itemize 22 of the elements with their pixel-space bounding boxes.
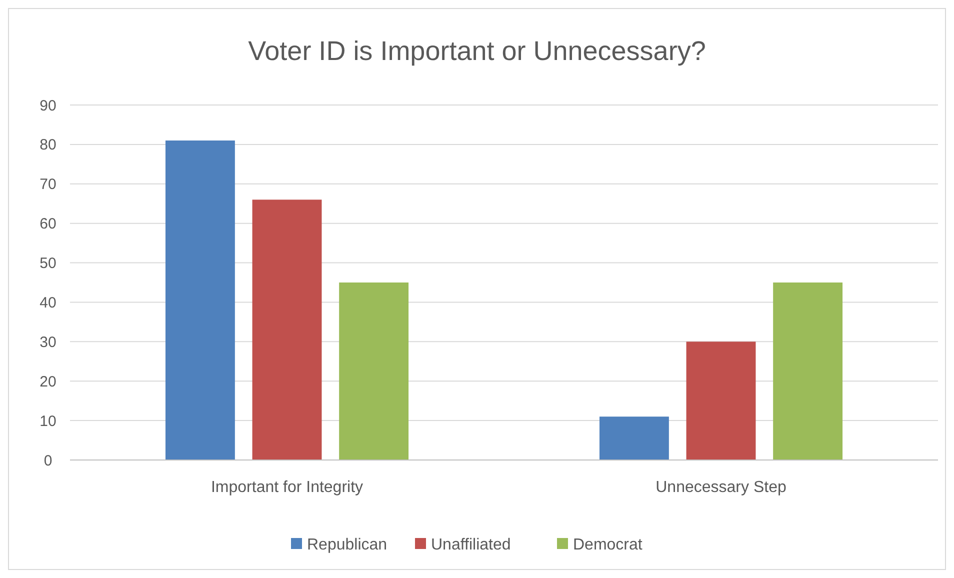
- y-tick-label: 30: [40, 334, 56, 351]
- x-tick-label: Unnecessary Step: [656, 479, 786, 496]
- y-tick-label: 40: [40, 294, 56, 312]
- y-tick-label: 20: [40, 373, 56, 390]
- y-tick-label: 10: [40, 412, 56, 430]
- legend-label: Unaffiliated: [431, 536, 511, 554]
- y-tick-label: 0: [44, 452, 52, 470]
- bar: [599, 416, 669, 460]
- bar: [773, 282, 843, 460]
- y-tick-label: 50: [40, 255, 56, 272]
- bar: [339, 282, 409, 460]
- y-tick-label: 90: [40, 97, 56, 114]
- bar: [252, 200, 322, 460]
- chart-title: Voter ID is Important or Unnecessary?: [248, 36, 706, 66]
- bar: [686, 342, 756, 460]
- y-tick-label: 70: [40, 176, 56, 194]
- legend-label: Democrat: [573, 536, 643, 554]
- y-tick-label: 60: [40, 216, 56, 233]
- x-tick-label: Important for Integrity: [210, 479, 364, 496]
- bar: [165, 140, 235, 460]
- legend-label: Republican: [307, 536, 388, 554]
- y-tick-label: 80: [40, 136, 56, 154]
